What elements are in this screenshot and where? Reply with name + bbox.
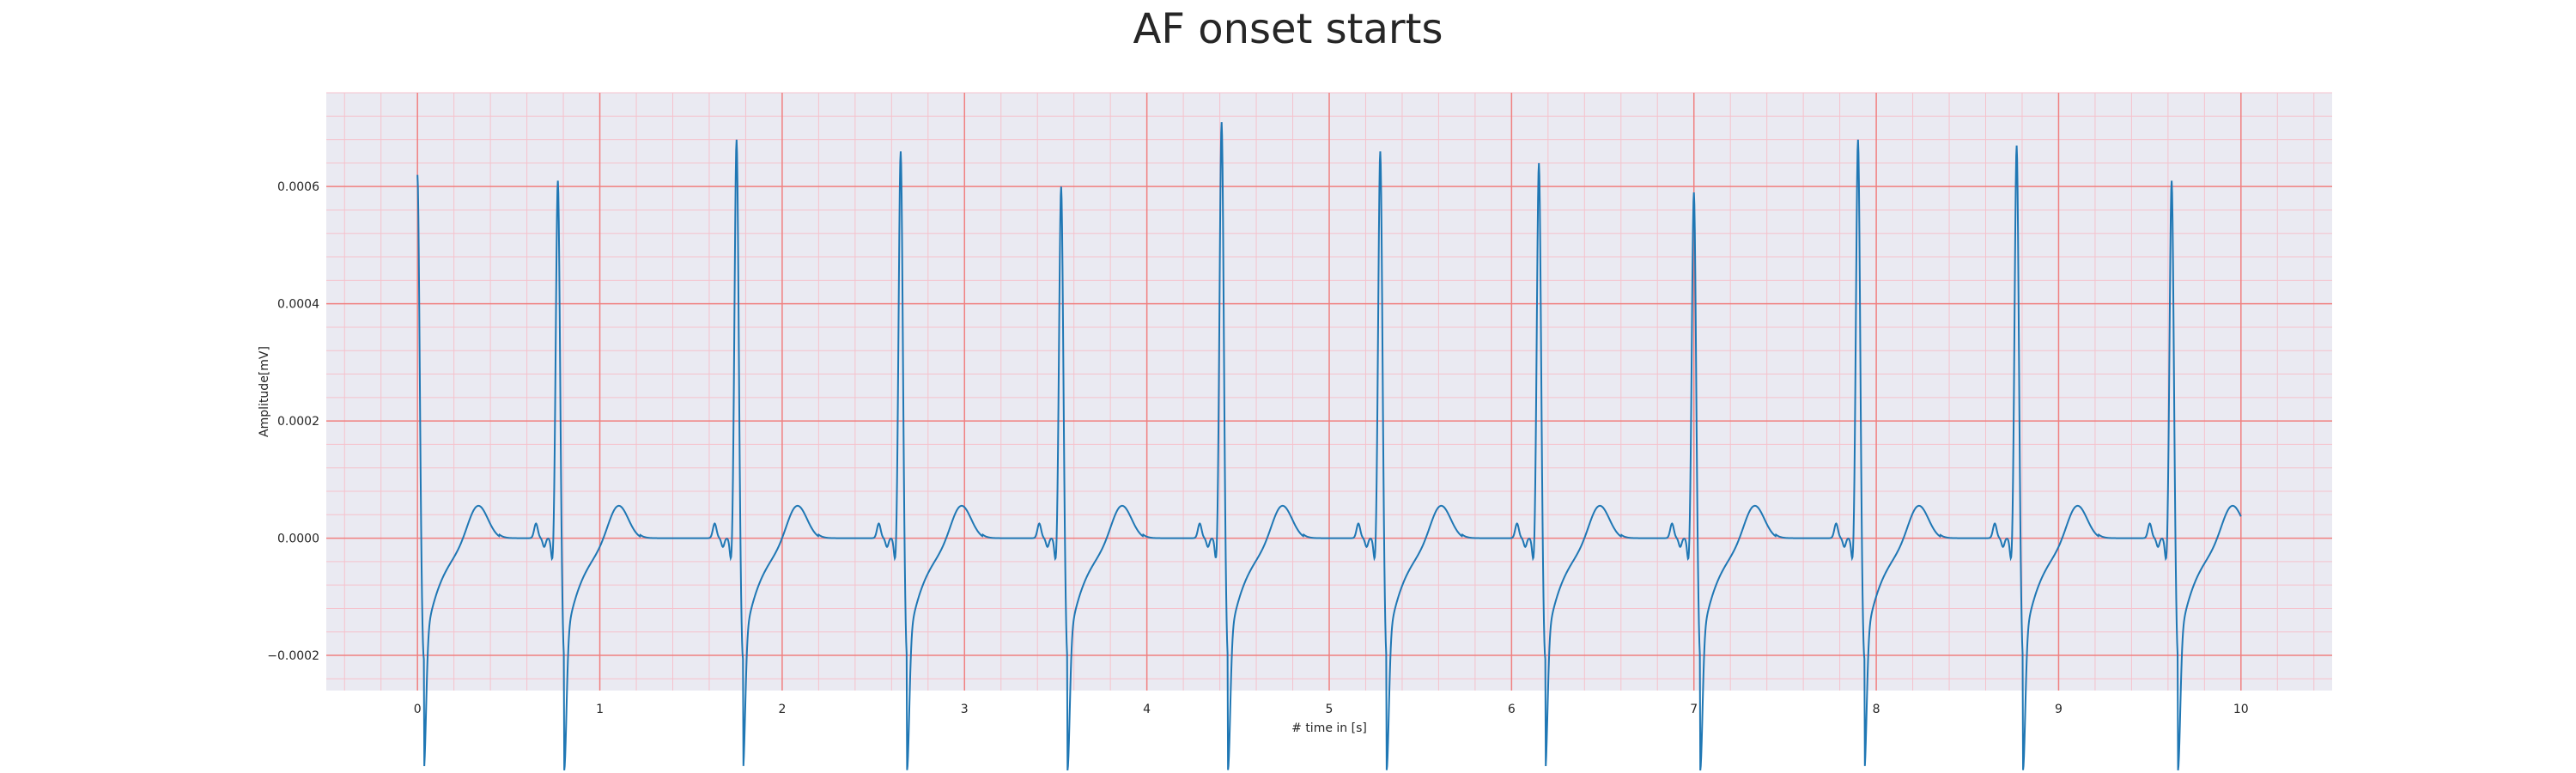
- x-tick-label: 9: [2055, 703, 2063, 716]
- chart-title: AF onset starts: [1133, 5, 1443, 53]
- x-tick-label: 3: [961, 703, 969, 716]
- x-axis-label: # time in [s]: [1291, 721, 1367, 735]
- y-tick-label: 0.0006: [277, 180, 319, 194]
- x-tick-label: 2: [778, 703, 786, 716]
- x-tick-label: 7: [1690, 703, 1698, 716]
- x-tick-label: 8: [1873, 703, 1880, 716]
- series-line-ecg: [416, 122, 2242, 771]
- y-tick-labels: −0.0002 0.0000 0.0002 0.0004 0.0006: [267, 180, 319, 663]
- x-tick-label: 1: [596, 703, 604, 716]
- x-tick-label: 4: [1143, 703, 1151, 716]
- x-tick-label: 5: [1326, 703, 1334, 716]
- x-tick-label: 6: [1508, 703, 1516, 716]
- x-tick-labels: 0 1 2 3 4 5 6 7 8 9 10: [414, 703, 2249, 716]
- x-tick-label: 10: [2233, 703, 2249, 716]
- y-tick-label: 0.0000: [277, 533, 319, 546]
- y-tick-label: 0.0002: [277, 415, 319, 429]
- y-tick-label: −0.0002: [267, 649, 319, 663]
- y-axis-label: Amplitude[mV]: [258, 346, 271, 437]
- x-tick-label: 0: [414, 703, 422, 716]
- series-layer: [416, 122, 2242, 771]
- y-tick-label: 0.0004: [277, 298, 319, 312]
